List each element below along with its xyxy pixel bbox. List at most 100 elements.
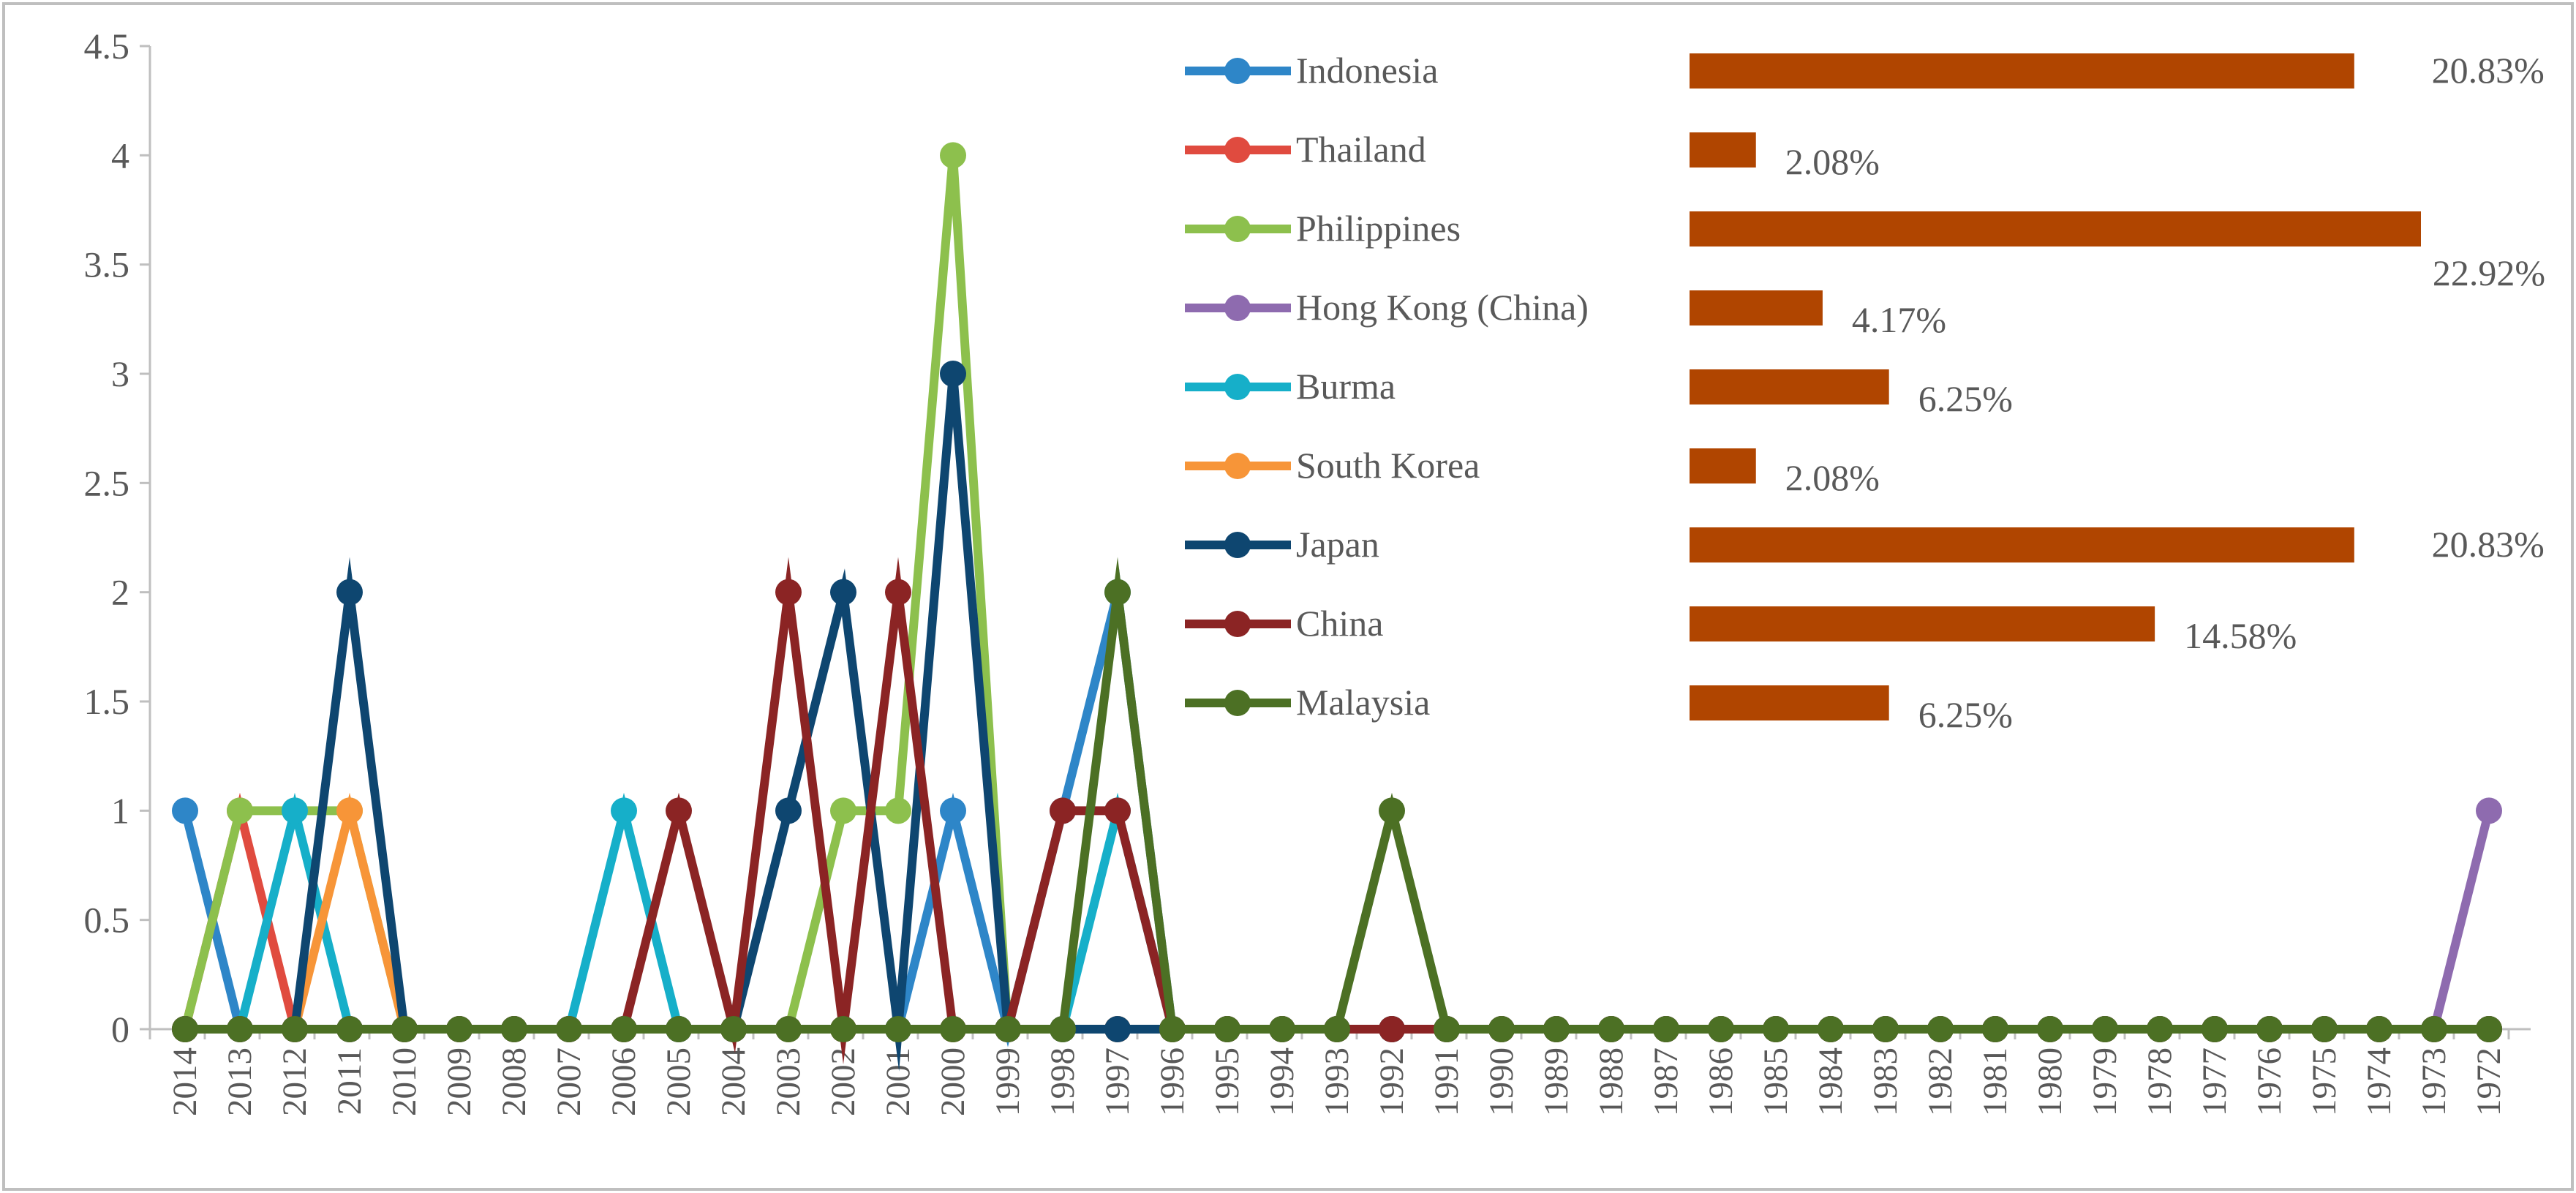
data-point-malaysia [1927, 1016, 1954, 1042]
data-point-china [666, 797, 692, 824]
legend-label-japan: Japan [1296, 524, 1379, 565]
data-point-malaysia [1598, 1016, 1624, 1042]
data-point-south-korea [336, 797, 363, 824]
bar-japan [1690, 527, 2354, 562]
legend-label-south-korea: South Korea [1296, 445, 1480, 486]
bar-south-korea [1690, 448, 1756, 483]
data-point-malaysia [391, 1016, 418, 1042]
x-tick-label: 1993 [1318, 1047, 1356, 1116]
data-point-china [1050, 797, 1076, 824]
data-point-malaysia [995, 1016, 1021, 1042]
data-point-malaysia [1982, 1016, 2008, 1042]
data-point-japan [830, 579, 856, 606]
x-tick-label: 1987 [1647, 1047, 1685, 1116]
data-point-malaysia [940, 1016, 966, 1042]
legend-marker-japan [1224, 532, 1251, 558]
legend-label-philippines: Philippines [1296, 208, 1461, 249]
x-tick-label: 1972 [2470, 1047, 2508, 1116]
x-tick-label: 2003 [769, 1047, 807, 1116]
data-point-malaysia [1818, 1016, 1844, 1042]
y-tick-label: 0.5 [84, 900, 130, 941]
bar-label-indonesia: 20.83% [2432, 50, 2545, 91]
legend-label-thailand: Thailand [1296, 129, 1426, 170]
data-point-japan [940, 361, 966, 387]
bar-indonesia [1690, 53, 2354, 89]
x-tick-label: 1984 [1812, 1047, 1850, 1116]
data-point-burma [611, 797, 637, 824]
y-tick-label: 3 [111, 353, 129, 394]
data-point-malaysia [2092, 1016, 2118, 1042]
x-tick-label: 1978 [2141, 1047, 2179, 1116]
data-point-philippines [885, 797, 911, 824]
data-point-malaysia [720, 1016, 747, 1042]
data-point-malaysia [1104, 579, 1131, 606]
x-tick-label: 1985 [1757, 1047, 1795, 1116]
data-point-philippines [940, 142, 966, 169]
legend-marker-china [1224, 611, 1251, 637]
bar-label-japan: 20.83% [2432, 524, 2545, 565]
x-tick-label: 2011 [331, 1047, 369, 1115]
bar-label-china: 14.58% [2184, 615, 2297, 656]
data-point-malaysia [2421, 1016, 2447, 1042]
bar-hong-kong-china [1690, 290, 1823, 325]
x-tick-label: 2000 [934, 1047, 972, 1116]
data-point-malaysia [1159, 1016, 1186, 1042]
y-tick-label: 1.5 [84, 681, 130, 722]
data-point-malaysia [666, 1016, 692, 1042]
data-point-japan [775, 797, 802, 824]
bar-burma [1690, 369, 1889, 404]
x-tick-label: 2005 [660, 1047, 698, 1116]
data-point-malaysia [1872, 1016, 1899, 1042]
x-tick-label: 1977 [2196, 1047, 2234, 1116]
legend-marker-philippines [1224, 216, 1251, 242]
legend-label-burma: Burma [1296, 366, 1396, 407]
bar-label-south-korea: 2.08% [1785, 457, 1880, 498]
x-tick-label: 1997 [1099, 1047, 1137, 1116]
x-tick-label: 1999 [989, 1047, 1027, 1116]
data-point-malaysia [556, 1016, 582, 1042]
x-tick-label: 1991 [1428, 1047, 1466, 1116]
x-tick-label: 2014 [166, 1047, 204, 1116]
data-point-malaysia [1324, 1016, 1350, 1042]
data-point-malaysia [1214, 1016, 1240, 1042]
bar-label-burma: 6.25% [1918, 378, 2013, 419]
x-tick-label: 1996 [1153, 1047, 1191, 1116]
data-point-malaysia [501, 1016, 527, 1042]
data-point-malaysia [2476, 1016, 2502, 1042]
data-point-china [1379, 1016, 1405, 1042]
data-point-malaysia [1653, 1016, 1679, 1042]
x-tick-label: 2004 [715, 1047, 753, 1116]
bar-label-philippines: 22.92% [2433, 252, 2545, 293]
x-tick-label: 2013 [221, 1047, 259, 1116]
x-tick-label: 2010 [385, 1047, 423, 1116]
data-point-malaysia [1434, 1016, 1460, 1042]
y-tick-label: 3.5 [84, 244, 130, 285]
x-tick-label: 1983 [1867, 1047, 1905, 1116]
y-tick-label: 4.5 [84, 26, 130, 67]
data-point-hong-kong-china [2476, 797, 2502, 824]
data-point-china [885, 579, 911, 606]
legend-label-malaysia: Malaysia [1296, 682, 1430, 723]
data-point-burma [282, 797, 308, 824]
data-point-malaysia [885, 1016, 911, 1042]
x-tick-label: 1992 [1373, 1047, 1411, 1116]
y-tick-label: 4 [111, 135, 129, 176]
data-point-malaysia [2147, 1016, 2173, 1042]
x-tick-label: 1975 [2305, 1047, 2343, 1116]
y-tick-label: 2.5 [84, 462, 130, 503]
data-point-malaysia [1488, 1016, 1515, 1042]
data-point-malaysia [2202, 1016, 2228, 1042]
x-tick-label: 2009 [440, 1047, 478, 1116]
legend-marker-malaysia [1224, 690, 1251, 716]
bar-thailand [1690, 132, 1756, 168]
bar-malaysia [1690, 685, 1889, 720]
data-point-malaysia [1543, 1016, 1570, 1042]
data-point-indonesia [940, 797, 966, 824]
x-tick-label: 1973 [2415, 1047, 2453, 1116]
data-point-japan [336, 579, 363, 606]
data-point-malaysia [830, 1016, 856, 1042]
data-point-philippines [227, 797, 253, 824]
legend-label-indonesia: Indonesia [1296, 50, 1438, 91]
